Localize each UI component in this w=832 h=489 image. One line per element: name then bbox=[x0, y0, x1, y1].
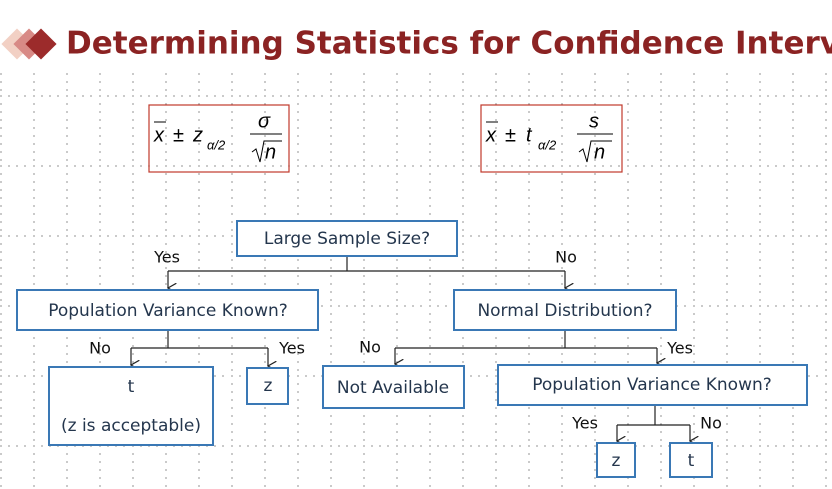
node: Large Sample Size? bbox=[236, 220, 458, 257]
node-label: Large Sample Size? bbox=[264, 229, 430, 249]
node: z bbox=[596, 442, 636, 478]
title-icon bbox=[1, 28, 57, 60]
formula-part: s bbox=[589, 110, 599, 132]
node: Population Variance Known? bbox=[497, 364, 808, 406]
node-label: z bbox=[264, 376, 273, 396]
node-label: Not Available bbox=[337, 378, 449, 398]
edge-label: Yes bbox=[571, 414, 598, 433]
connectors bbox=[131, 256, 690, 441]
node-label: Population Variance Known? bbox=[532, 375, 772, 395]
node: z bbox=[246, 367, 289, 405]
node-label: Normal Distribution? bbox=[477, 301, 652, 321]
formula-part: n bbox=[594, 141, 605, 163]
edge-label: Yes bbox=[153, 248, 180, 267]
node-label: z bbox=[612, 451, 621, 471]
edge-label: Yes bbox=[666, 339, 693, 358]
node-label: t bbox=[128, 377, 135, 397]
formula-part: ± bbox=[173, 124, 184, 146]
formula-part: α/2 bbox=[538, 137, 557, 152]
formula-part: x bbox=[485, 124, 497, 146]
node-label: Population Variance Known? bbox=[48, 301, 288, 321]
formula-part: t bbox=[526, 124, 533, 146]
node: Not Available bbox=[322, 365, 465, 409]
edge-label: No bbox=[555, 248, 577, 267]
formula-part: σ bbox=[258, 110, 271, 132]
node-label: t bbox=[688, 451, 695, 471]
edge-label: No bbox=[89, 339, 111, 358]
node: Normal Distribution? bbox=[453, 289, 677, 331]
node: t bbox=[669, 442, 713, 478]
formula-part: z bbox=[192, 124, 203, 146]
formula-part: α/2 bbox=[207, 137, 226, 152]
formula-part: x bbox=[153, 124, 165, 146]
node-note: (z is acceptable) bbox=[61, 416, 201, 436]
edge-label: No bbox=[700, 414, 722, 433]
node: Population Variance Known? bbox=[16, 289, 319, 331]
edge-label: No bbox=[359, 338, 381, 357]
formula-part: n bbox=[265, 141, 276, 163]
formula-box: x ± z α/2 σ n bbox=[148, 104, 290, 173]
title: Determining Statistics for Confidence In… bbox=[66, 26, 832, 62]
formula-box: x ± t α/2 s n bbox=[480, 104, 623, 173]
edge-label: Yes bbox=[278, 339, 305, 358]
node: t (z is acceptable) bbox=[48, 366, 214, 446]
formula-part: ± bbox=[505, 124, 516, 146]
